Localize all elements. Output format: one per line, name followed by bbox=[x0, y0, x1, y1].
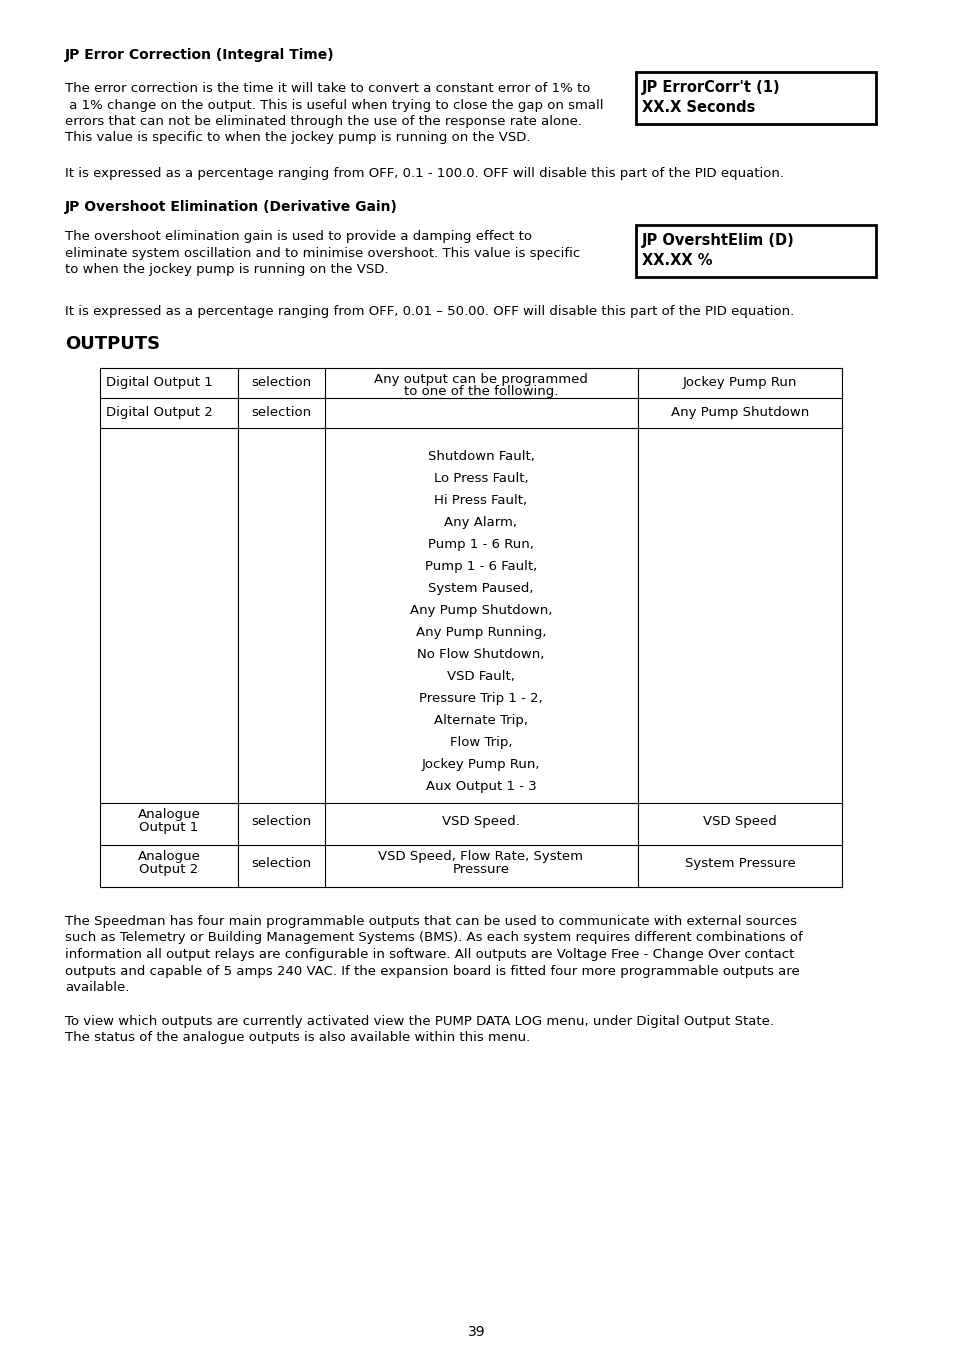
Text: selection: selection bbox=[251, 857, 311, 869]
Text: Flow Trip,: Flow Trip, bbox=[449, 736, 512, 749]
Text: Any Alarm,: Any Alarm, bbox=[444, 516, 517, 529]
Text: Pressure Trip 1 - 2,: Pressure Trip 1 - 2, bbox=[418, 693, 542, 705]
Bar bbox=[636, 225, 875, 277]
Text: It is expressed as a percentage ranging from OFF, 0.01 – 50.00. OFF will disable: It is expressed as a percentage ranging … bbox=[65, 305, 794, 319]
Text: The error correction is the time it will take to convert a constant error of 1% : The error correction is the time it will… bbox=[65, 82, 603, 144]
Text: Lo Press Fault,: Lo Press Fault, bbox=[434, 472, 528, 485]
Text: JP Error Correction (Integral Time): JP Error Correction (Integral Time) bbox=[65, 49, 335, 62]
Text: System Pressure: System Pressure bbox=[684, 857, 795, 869]
Text: Any Pump Running,: Any Pump Running, bbox=[416, 626, 546, 639]
Text: Pressure: Pressure bbox=[452, 863, 509, 876]
Text: Analogue: Analogue bbox=[137, 809, 200, 821]
Text: Digital Output 2: Digital Output 2 bbox=[106, 406, 213, 418]
Text: JP Overshoot Elimination (Derivative Gain): JP Overshoot Elimination (Derivative Gai… bbox=[65, 200, 397, 215]
Text: VSD Fault,: VSD Fault, bbox=[447, 670, 515, 683]
Text: JP ErrorCorr't (1): JP ErrorCorr't (1) bbox=[641, 80, 780, 94]
Text: VSD Speed, Flow Rate, System: VSD Speed, Flow Rate, System bbox=[378, 850, 583, 863]
Text: VSD Speed.: VSD Speed. bbox=[441, 815, 519, 828]
Text: XX.X Seconds: XX.X Seconds bbox=[641, 100, 755, 115]
Text: To view which outputs are currently activated view the PUMP DATA LOG menu, under: To view which outputs are currently acti… bbox=[65, 1015, 773, 1045]
Text: OUTPUTS: OUTPUTS bbox=[65, 335, 160, 352]
Text: Any output can be programmed: Any output can be programmed bbox=[374, 373, 587, 386]
Text: VSD Speed: VSD Speed bbox=[702, 815, 776, 828]
Text: Jockey Pump Run,: Jockey Pump Run, bbox=[421, 757, 539, 771]
Text: selection: selection bbox=[251, 377, 311, 389]
Text: The Speedman has four main programmable outputs that can be used to communicate : The Speedman has four main programmable … bbox=[65, 915, 801, 994]
Text: It is expressed as a percentage ranging from OFF, 0.1 - 100.0. OFF will disable : It is expressed as a percentage ranging … bbox=[65, 167, 783, 180]
Text: Shutdown Fault,: Shutdown Fault, bbox=[427, 450, 534, 463]
Text: selection: selection bbox=[251, 815, 311, 828]
Text: Analogue: Analogue bbox=[137, 850, 200, 863]
Text: selection: selection bbox=[251, 406, 311, 418]
Text: Pump 1 - 6 Fault,: Pump 1 - 6 Fault, bbox=[424, 560, 537, 572]
Text: Aux Output 1 - 3: Aux Output 1 - 3 bbox=[425, 780, 536, 792]
Text: to one of the following.: to one of the following. bbox=[403, 385, 558, 398]
Text: Any Pump Shutdown,: Any Pump Shutdown, bbox=[410, 603, 552, 617]
Text: The overshoot elimination gain is used to provide a damping effect to
eliminate : The overshoot elimination gain is used t… bbox=[65, 230, 579, 275]
Text: XX.XX %: XX.XX % bbox=[641, 252, 712, 269]
Text: Output 2: Output 2 bbox=[139, 863, 198, 876]
Text: No Flow Shutdown,: No Flow Shutdown, bbox=[416, 648, 544, 662]
Text: Output 1: Output 1 bbox=[139, 821, 198, 834]
Text: Alternate Trip,: Alternate Trip, bbox=[434, 714, 527, 728]
Text: System Paused,: System Paused, bbox=[428, 582, 533, 595]
Text: JP OvershtElim (D): JP OvershtElim (D) bbox=[641, 234, 794, 248]
Text: Pump 1 - 6 Run,: Pump 1 - 6 Run, bbox=[428, 539, 534, 551]
Text: Digital Output 1: Digital Output 1 bbox=[106, 377, 213, 389]
Text: Any Pump Shutdown: Any Pump Shutdown bbox=[670, 406, 808, 418]
Text: Hi Press Fault,: Hi Press Fault, bbox=[434, 494, 527, 508]
Text: Jockey Pump Run: Jockey Pump Run bbox=[682, 377, 797, 389]
Bar bbox=[636, 72, 875, 124]
Text: 39: 39 bbox=[468, 1324, 485, 1339]
